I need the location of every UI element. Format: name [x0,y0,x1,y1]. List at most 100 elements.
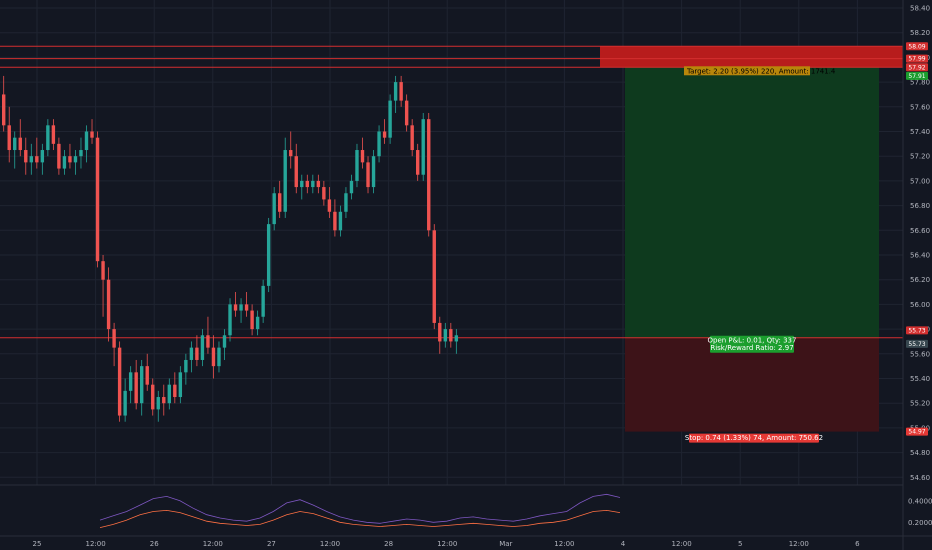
candle [156,390,160,422]
candle-body [449,329,453,342]
price-tick-label: 54.60 [910,474,930,482]
candle-body [173,384,177,398]
candle [101,255,105,317]
candle-body [112,329,116,348]
candle-body [128,372,133,391]
candle-body [239,304,243,311]
candle [438,316,442,354]
candle-body [189,347,194,360]
price-tick-label: 57.00 [910,177,930,185]
candle [112,322,116,367]
time-tick-label: 12:00 [86,540,106,548]
candle-body [388,100,392,138]
candle [128,366,133,404]
target-band [600,46,903,68]
candle [211,335,216,379]
candle-body [266,224,271,286]
loss-zone[interactable] [625,337,879,432]
candle [2,75,6,132]
candle-body [300,180,304,188]
candle-body [377,131,381,157]
candle [261,279,265,323]
candle-body [101,261,105,280]
price-tag-label: 54.97 [908,429,925,436]
candle [206,316,210,354]
candle [233,292,238,317]
price-tick-label: 58.20 [910,29,930,37]
candle-body [250,310,254,330]
candle-body [283,150,287,212]
candle-body [123,390,127,416]
candle-body [95,137,100,262]
candle-body [117,347,122,416]
time-axis[interactable]: 25 12:00 26 12:00 27 12:00 28 12:00 Mar 12:00 4 12:… [33,540,861,548]
candle-body [366,162,370,188]
profit-zone[interactable] [625,67,879,338]
candle-body [140,366,144,404]
candle [338,205,343,237]
price-tag: 57.92 [906,63,928,72]
price-tag-box [906,326,928,335]
candle-body [333,211,337,231]
stop-label: Stop: 0.74 (1.33%) 74, Amount: 750.62 [685,434,823,442]
price-tick-label: 55.20 [910,400,930,408]
candle-body [178,372,183,398]
price-tag: 54.97 [906,427,928,436]
candle [294,143,298,194]
candle-body [222,335,227,348]
candle-body [217,347,221,367]
candle-body [410,125,414,151]
candle-body [162,397,166,404]
candle [151,378,155,416]
time-tick-label: 28 [384,540,393,548]
price-tag-box [906,427,928,436]
price-tag: 57.99 [906,54,928,63]
candle [167,378,171,410]
candle-body [443,329,447,342]
candle-body [294,156,298,188]
candle [29,143,33,175]
candle-body [200,335,205,360]
candle [333,199,337,237]
candle [73,150,78,175]
candle [95,131,100,268]
time-tick-label: 12:00 [789,540,809,548]
candle-body [416,150,420,175]
candle-body [151,384,155,410]
candle [432,224,436,330]
candle-body [255,316,260,330]
candle [393,75,398,113]
price-tick-label: 58.40 [910,5,930,13]
candle [84,125,89,163]
candle-body [68,156,72,163]
candle-body [421,119,425,175]
candle [266,217,271,293]
candle [184,353,188,385]
oscillator-pane [99,493,621,528]
price-tick-label: 56.80 [910,202,930,210]
price-tick-label: 57.80 [910,79,930,87]
candle-body [195,347,199,360]
candle [427,112,431,237]
candle-body [344,193,348,212]
candle [244,292,249,317]
candle-body [156,397,160,410]
candle-body [29,156,33,163]
candle [454,329,459,354]
target-label-box [684,66,810,76]
candle [377,125,381,163]
candle [162,384,166,416]
candle-body [272,193,276,225]
price-tag-label: 57.92 [908,64,925,71]
candle [40,143,45,175]
target-label: Target: 2.20 (3.95%) 220, Amount: 1741.4 [686,67,836,75]
oscillator-line [99,493,621,524]
time-tick-label: 12:00 [320,540,340,548]
time-tick-label: Mar [499,540,512,548]
candle-body [278,193,282,212]
candle [68,143,72,169]
candle [371,150,376,194]
candle-body [62,156,67,169]
candle [239,298,243,323]
